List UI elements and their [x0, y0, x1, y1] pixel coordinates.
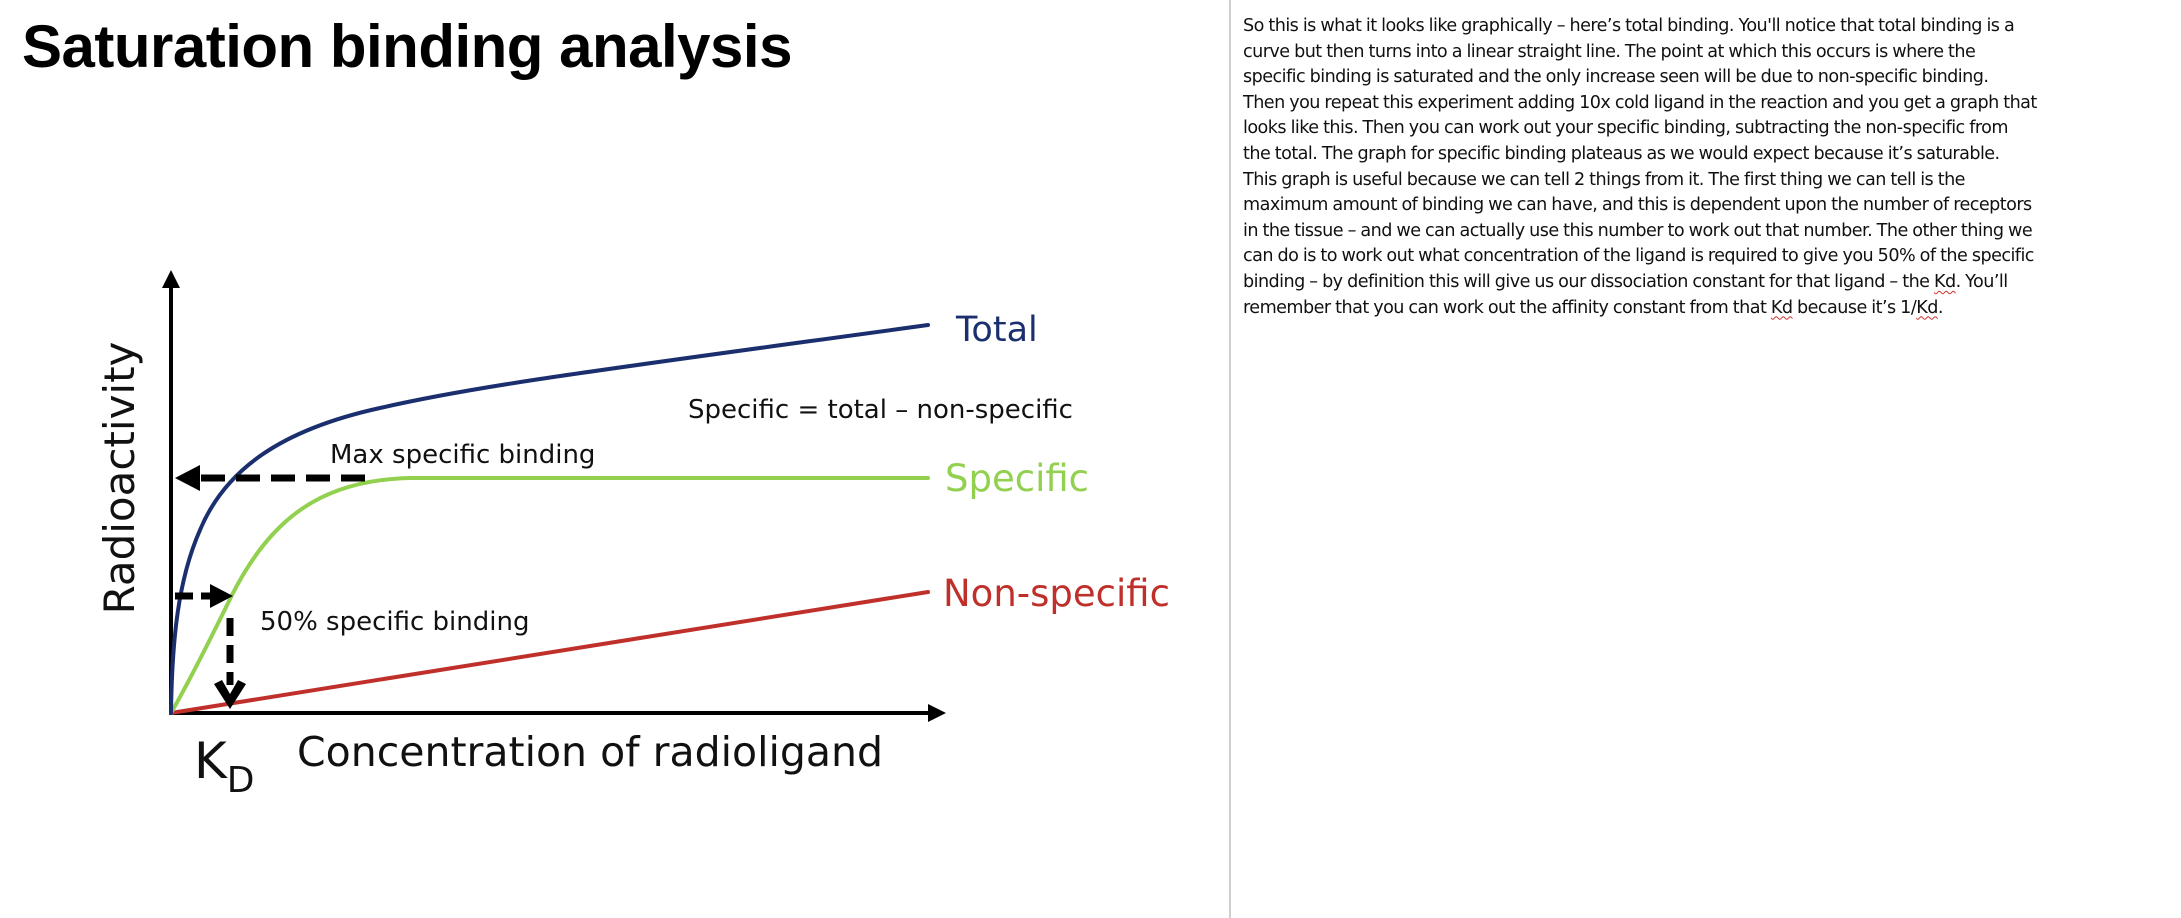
x-axis-label: Concentration of radioligand — [297, 728, 883, 776]
arrow-right-icon — [210, 584, 233, 608]
specific-curve — [169, 476, 930, 715]
notes-text: because it’s 1/ — [1792, 297, 1917, 318]
half-binding-arrows — [175, 584, 246, 709]
equation-annotation: Specific = total – non-specific — [688, 395, 1073, 425]
speaker-notes[interactable]: So this is what it looks like graphicall… — [1243, 14, 2093, 321]
saturation-binding-chart: Radioactivity Concentration of radioliga… — [95, 270, 1170, 801]
notes-line: can do is to work out what concentration… — [1243, 246, 2034, 267]
nonspecific-label: Non-specific — [943, 572, 1170, 615]
notes-line: This graph is useful because we can tell… — [1243, 169, 1966, 190]
total-curve — [169, 323, 930, 715]
notes-line: remember that you can work out the affin… — [1243, 296, 2093, 322]
notes-line: the total. The graph for specific bindin… — [1243, 143, 2000, 164]
max-binding-annotation: Max specific binding — [330, 440, 595, 470]
notes-line: curve but then turns into a linear strai… — [1243, 41, 1976, 62]
x-axis — [169, 704, 946, 722]
kd-tick-label: KD — [194, 732, 255, 801]
notes-line: Then you repeat this experiment adding 1… — [1243, 92, 2037, 113]
notes-text: . — [1937, 297, 1944, 318]
slide-pane: Saturation binding analysis — [22, 13, 1170, 801]
pane-divider[interactable] — [1229, 0, 1231, 918]
max-binding-arrow — [175, 465, 365, 491]
total-label: Total — [955, 310, 1038, 350]
spellcheck-word[interactable]: Kd — [1916, 297, 1938, 318]
slide-title: Saturation binding analysis — [22, 13, 792, 80]
notes-text: binding – by definition this will give u… — [1243, 271, 1934, 292]
spellcheck-word[interactable]: Kd — [1770, 297, 1793, 318]
nonspecific-line — [169, 590, 930, 715]
spellcheck-word[interactable]: Kd — [1933, 271, 1956, 292]
notes-line: binding – by definition this will give u… — [1243, 270, 2093, 296]
arrow-down-icon — [214, 680, 246, 709]
y-axis — [162, 270, 180, 714]
y-axis-arrow-icon — [162, 270, 180, 288]
notes-line: in the tissue – and we can actually use … — [1243, 220, 2033, 241]
notes-line: maximum amount of binding we can have, a… — [1243, 195, 2032, 216]
half-binding-annotation: 50% specific binding — [260, 607, 529, 637]
notes-line: specific binding is saturated and the on… — [1243, 67, 1989, 88]
notes-text: remember that you can work out the affin… — [1243, 297, 1771, 318]
notes-line: looks like this. Then you can work out y… — [1243, 118, 2009, 139]
x-axis-arrow-icon — [928, 704, 946, 722]
specific-label: Specific — [945, 457, 1089, 500]
notes-text: . You’ll — [1955, 271, 2009, 292]
arrow-left-icon — [175, 465, 200, 491]
y-axis-label: Radioactivity — [95, 342, 144, 615]
notes-line: So this is what it looks like graphicall… — [1243, 16, 2015, 36]
